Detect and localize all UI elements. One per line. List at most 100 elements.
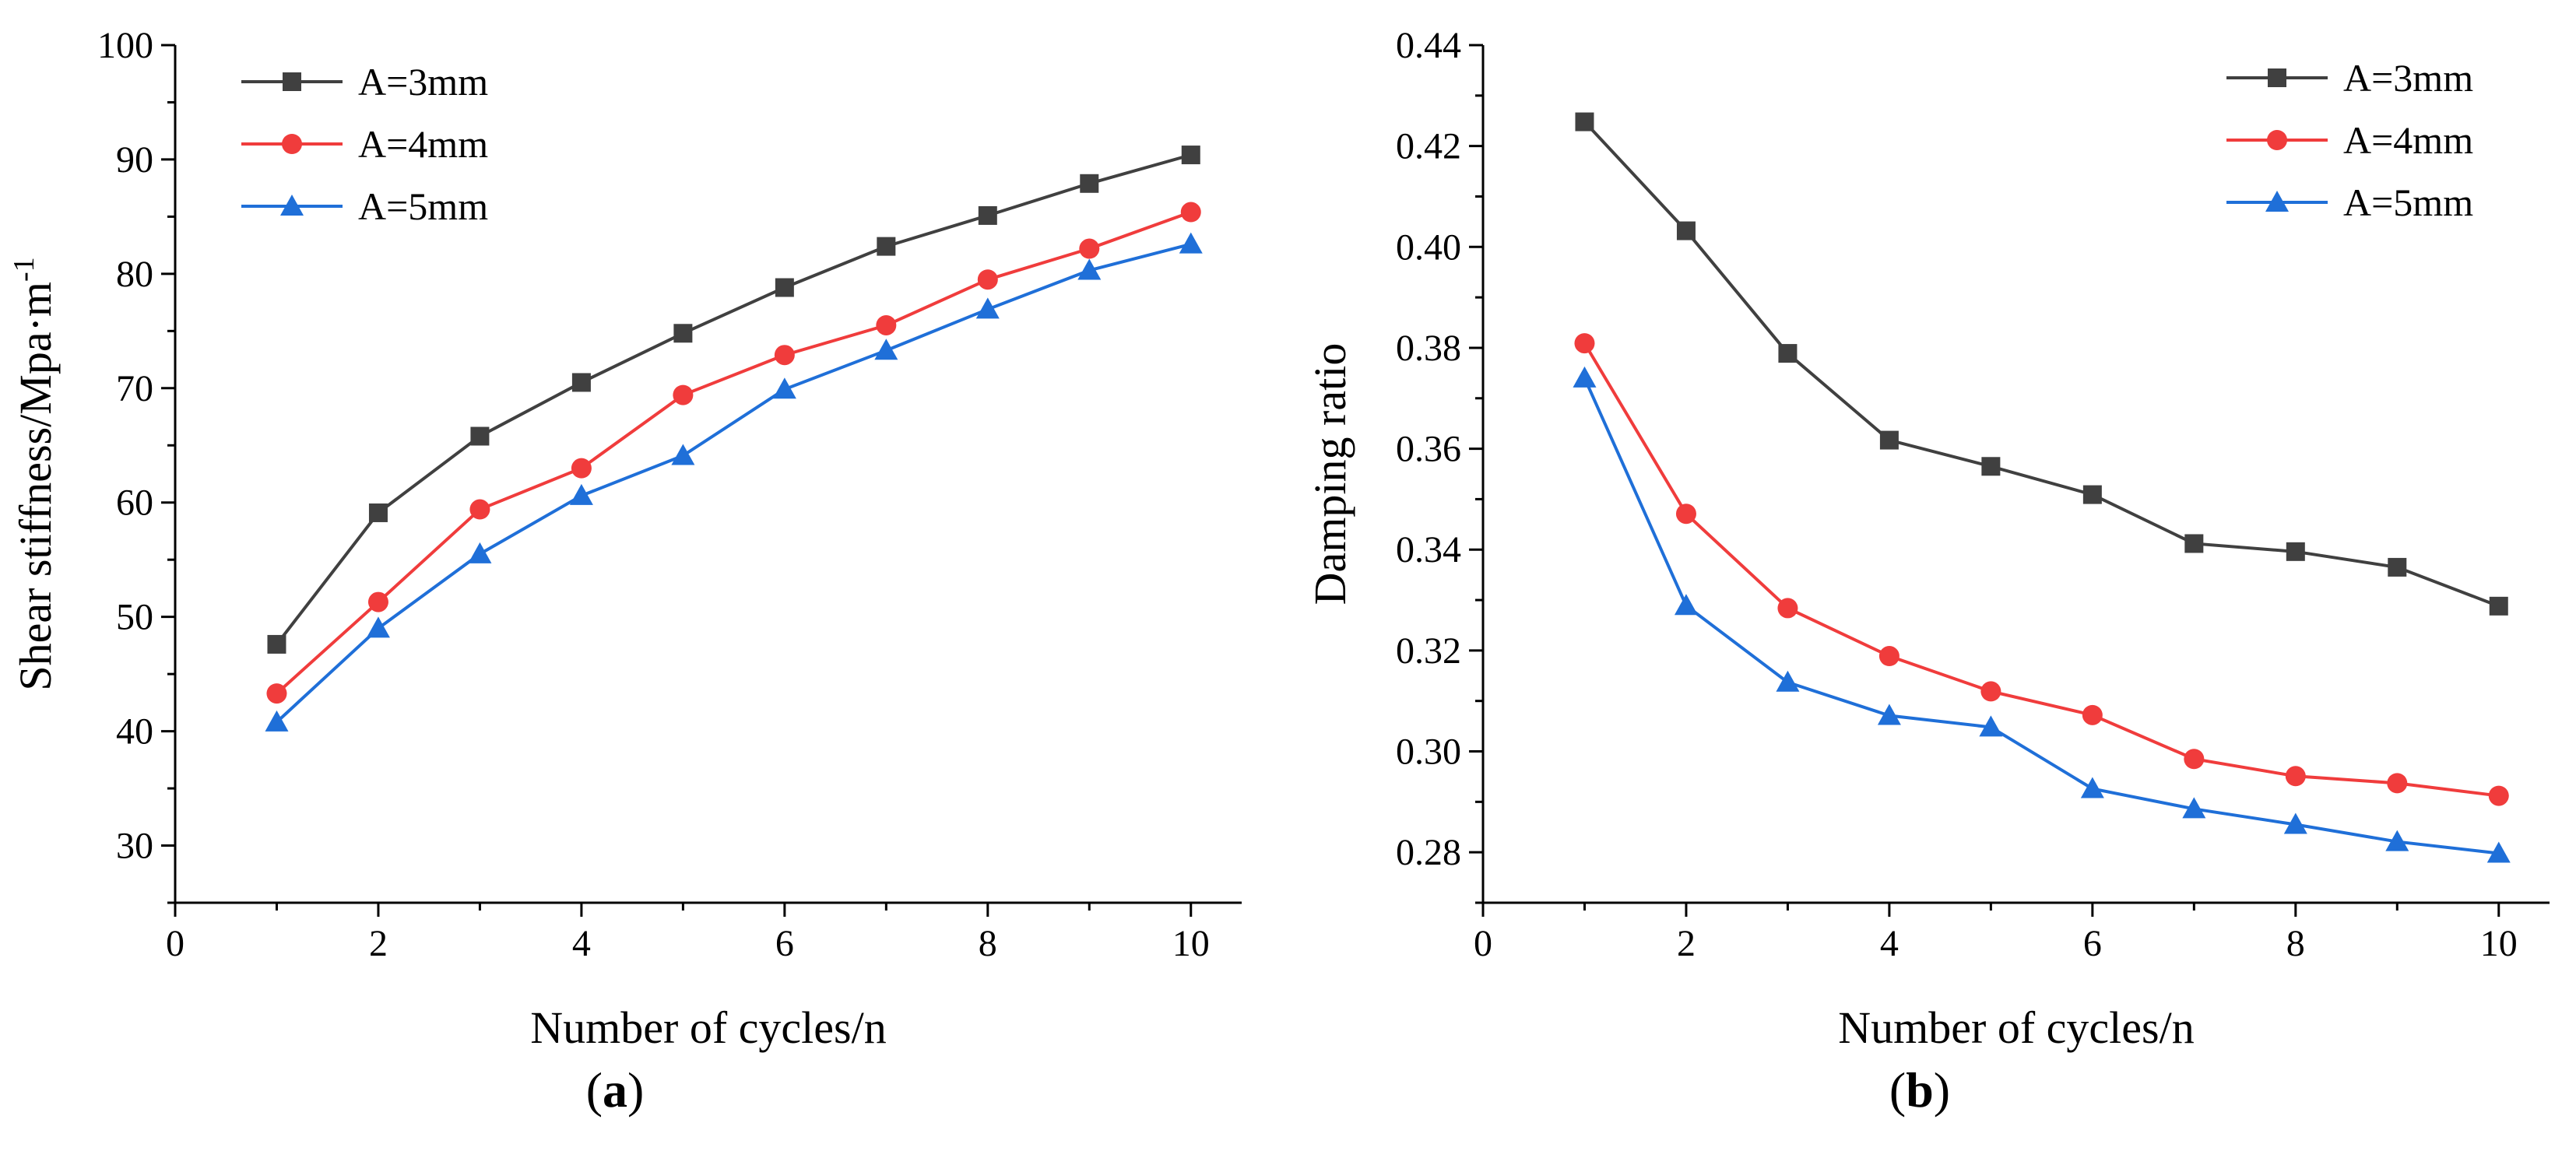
data-point bbox=[1676, 221, 1696, 240]
data-point bbox=[2184, 749, 2205, 770]
data-point bbox=[673, 324, 693, 343]
data-point bbox=[1979, 715, 2003, 737]
y-axis-title: Shear stiffness/Mpa·m-1 bbox=[8, 257, 61, 690]
data-point bbox=[1777, 598, 1798, 619]
data-point bbox=[1776, 670, 1800, 692]
y-tick-label: 0.30 bbox=[1396, 732, 1461, 773]
legend-entry: A=4mm bbox=[358, 122, 488, 166]
x-tick-label: 6 bbox=[775, 923, 794, 964]
x-tick-label: 10 bbox=[2480, 923, 2518, 964]
x-tick-label: 6 bbox=[2083, 923, 2102, 964]
y-tick-label: 80 bbox=[116, 254, 153, 295]
y-axis-title-superscript: -1 bbox=[8, 257, 40, 282]
legend-entry: A=4mm bbox=[2343, 118, 2473, 162]
legend: A=3mm A=4mm A=5mm bbox=[2226, 56, 2473, 224]
data-point bbox=[2182, 797, 2206, 819]
data-point bbox=[2388, 557, 2407, 577]
chart-b: 0 2 4 6 8 10 0.28 0.30 0.32 0.34 0.36 0.38 0.40 0.42 0… bbox=[1305, 25, 2550, 1053]
data-point bbox=[775, 278, 794, 297]
data-point bbox=[1180, 202, 1201, 223]
legend-entry: A=3mm bbox=[2343, 56, 2473, 100]
y-axis-title: Damping ratio bbox=[1305, 343, 1355, 605]
x-tick-label: 0 bbox=[1474, 923, 1492, 964]
data-point bbox=[1778, 344, 1798, 363]
y-tick-label: 0.32 bbox=[1396, 630, 1461, 672]
legend-entry: A=5mm bbox=[358, 184, 488, 228]
data-point bbox=[1077, 258, 1102, 280]
legend-entry: A=5mm bbox=[2343, 181, 2473, 224]
data-point bbox=[876, 314, 897, 335]
series-line bbox=[1583, 342, 2500, 798]
data-point bbox=[2486, 841, 2511, 863]
x-axis-title: Number of cycles/n bbox=[1838, 1002, 2194, 1053]
data-point bbox=[571, 458, 592, 479]
x-tick-label: 0 bbox=[166, 923, 185, 964]
x-tick-label: 2 bbox=[1677, 923, 1696, 964]
data-point bbox=[1179, 232, 1203, 254]
y-tick-label: 0.42 bbox=[1396, 126, 1461, 167]
data-point bbox=[977, 269, 998, 290]
data-point bbox=[2184, 534, 2204, 553]
data-point bbox=[1181, 146, 1200, 165]
y-tick-label: 30 bbox=[116, 826, 153, 867]
data-point bbox=[772, 377, 796, 399]
series-line bbox=[276, 242, 1192, 724]
x-tick-label: 10 bbox=[1172, 923, 1210, 964]
data-point bbox=[1980, 681, 2001, 702]
data-point bbox=[877, 237, 896, 256]
data-point bbox=[1879, 430, 1899, 450]
y-tick-label: 0.38 bbox=[1396, 328, 1461, 369]
y-tick-label: 100 bbox=[97, 25, 153, 66]
x-tick-label: 4 bbox=[1880, 923, 1899, 964]
data-point bbox=[1573, 366, 1597, 388]
data-point bbox=[1079, 238, 1100, 259]
data-point bbox=[975, 297, 1000, 319]
data-point bbox=[2387, 773, 2408, 794]
data-point bbox=[978, 205, 997, 225]
panel-label-b: (b) bbox=[1889, 1062, 1950, 1118]
legend-marker bbox=[2265, 191, 2289, 212]
data-point bbox=[2283, 812, 2307, 834]
data-point bbox=[2286, 542, 2305, 561]
series-line bbox=[1583, 121, 2500, 608]
data-point bbox=[266, 683, 287, 704]
x-tick-label: 8 bbox=[2286, 923, 2305, 964]
legend: A=3mm A=4mm A=5mm bbox=[241, 60, 488, 228]
data-point bbox=[2488, 785, 2509, 806]
data-point bbox=[774, 345, 795, 366]
data-point bbox=[571, 373, 591, 392]
data-point bbox=[1675, 504, 1696, 525]
legend-entry: A=3mm bbox=[358, 60, 488, 104]
data-point bbox=[267, 634, 286, 654]
panel-label-a: (a) bbox=[586, 1062, 645, 1118]
data-point bbox=[1981, 457, 2001, 476]
y-tick-label: 0.44 bbox=[1396, 25, 1461, 66]
data-point bbox=[265, 710, 289, 732]
y-tick-label: 40 bbox=[116, 711, 153, 753]
data-point bbox=[469, 499, 490, 520]
y-tick-label: 50 bbox=[116, 597, 153, 638]
data-point bbox=[470, 426, 490, 446]
y-tick-label: 0.34 bbox=[1396, 529, 1461, 570]
x-tick-label: 8 bbox=[979, 923, 997, 964]
data-point bbox=[468, 542, 492, 563]
legend-marker bbox=[2267, 130, 2287, 150]
data-point bbox=[1080, 174, 1099, 193]
data-point bbox=[1674, 594, 1698, 616]
x-tick-label: 4 bbox=[572, 923, 591, 964]
data-point bbox=[1878, 646, 1899, 667]
y-tick-label: 70 bbox=[116, 368, 153, 409]
data-point bbox=[2285, 766, 2306, 787]
y-tick-label: 0.28 bbox=[1396, 832, 1461, 873]
data-point bbox=[1877, 704, 1901, 725]
series-line bbox=[276, 210, 1192, 695]
x-tick-label: 2 bbox=[369, 923, 388, 964]
data-point bbox=[366, 616, 390, 638]
x-axis-title: Number of cycles/n bbox=[530, 1002, 886, 1053]
series-line bbox=[275, 153, 1192, 646]
data-point bbox=[2385, 830, 2409, 851]
data-point bbox=[1574, 333, 1595, 354]
data-point bbox=[671, 444, 695, 465]
y-tick-label: 60 bbox=[116, 482, 153, 524]
legend-marker bbox=[283, 72, 301, 91]
